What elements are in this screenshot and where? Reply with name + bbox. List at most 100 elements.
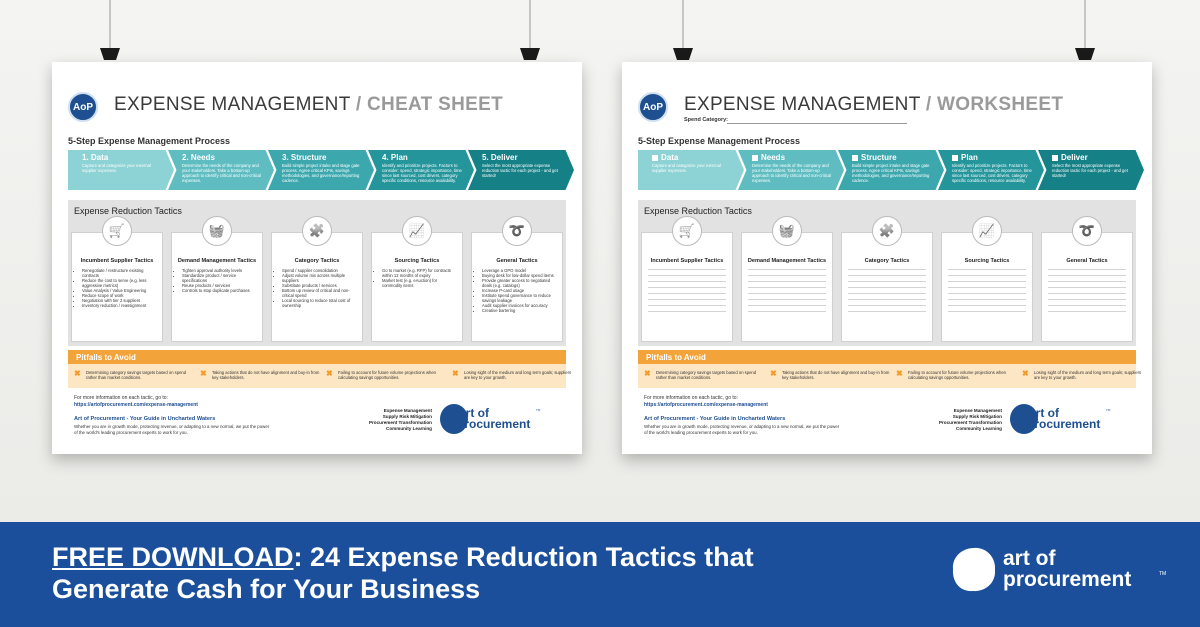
info-url: https://artofprocurement.com/expense-man…	[74, 402, 198, 408]
title: EXPENSE MANAGEMENT	[684, 94, 921, 115]
write-line	[948, 275, 1026, 276]
pitfall-icon: ✖	[326, 369, 333, 378]
title: EXPENSE MANAGEMENT	[114, 94, 351, 115]
write-line	[848, 269, 926, 270]
write-line	[1048, 293, 1126, 294]
step-text: Select the most appropriate expense redu…	[482, 163, 558, 178]
step-name: Data	[652, 153, 734, 163]
tactic-bullet: Tighten approval authority levels	[182, 268, 258, 273]
pitfall: ✖ Failing to account for future volume pr…	[894, 370, 1020, 381]
step-name: 3. Structure	[282, 153, 327, 162]
footer-logo-text: art of procurement	[457, 406, 530, 430]
tactic-list: Spend / supplier consolidationAdjust vol…	[276, 268, 358, 308]
process-step: Structure Build simple project intake and…	[838, 150, 944, 190]
write-line	[1048, 281, 1126, 282]
write-line	[648, 287, 726, 288]
write-line	[648, 305, 726, 306]
pitfall-text: Failing to account for future volume pro…	[338, 370, 436, 380]
process-step: 5. Deliver Select the most appropriate ex…	[468, 150, 574, 190]
service: Supply Risk Mitigation	[952, 414, 1002, 419]
checkbox	[952, 154, 958, 161]
tactic-card: Incumbent Supplier Tactics	[641, 232, 733, 342]
write-line	[1048, 275, 1126, 276]
tactic-bullet: Buying desk for low-dollar spend items	[482, 273, 558, 278]
service: Expense Management	[383, 408, 432, 413]
write-line	[848, 293, 926, 294]
footer-logo-mark	[440, 404, 468, 434]
spend-label: Spend Category:	[684, 117, 729, 123]
process-step: 2. Needs Determine the needs of the compa…	[168, 150, 274, 190]
tactic-bullet: Creative bartering	[482, 308, 558, 313]
step-text: Determine the needs of the company and y…	[182, 163, 262, 183]
tactic-card: Category Tactics Spend / supplier consoli…	[271, 232, 363, 342]
step-name-text: Structure	[861, 153, 897, 162]
spend-line	[727, 123, 907, 124]
pitfalls-bar: Pitfalls to Avoid	[68, 350, 566, 365]
services: Expense Management Supply Risk Mitigation…	[892, 408, 1002, 432]
tactic-bullet: Reduce scope of work	[82, 293, 158, 298]
write-line	[748, 299, 826, 300]
tactic-icon: 🧺	[772, 216, 802, 246]
pitfall-text: Losing sight of the medium and long term…	[1034, 370, 1142, 380]
write-line	[648, 293, 726, 294]
write-line	[848, 287, 926, 288]
tactic-bullet: Leverage a GPO model	[482, 268, 558, 273]
pitfall-text: Losing sight of the medium and long term…	[464, 370, 572, 380]
step-name-text: Plan	[961, 153, 978, 162]
tactic-bullet: Audit supplier invoices for accuracy	[482, 303, 558, 308]
tactic-icon: 📈	[402, 216, 432, 246]
write-line	[648, 311, 726, 312]
pitfall: ✖ Failing to account for future volume pr…	[324, 369, 450, 381]
write-line	[1048, 299, 1126, 300]
pitfall-icon: ✖	[452, 369, 459, 378]
checkbox	[1052, 154, 1058, 161]
footer-logo-mark	[1010, 404, 1038, 434]
process-step: 1. Data Capture and categorize your exter…	[68, 150, 174, 190]
footer-logo-tm: TM	[536, 408, 541, 412]
pitfalls-bar: Pitfalls to Avoid	[638, 350, 1136, 365]
footer-logo-line1: art of	[459, 406, 489, 420]
poster-title: EXPENSE MANAGEMENT / WORKSHEET	[684, 94, 1063, 116]
tactic-name: Incumbent Supplier Tactics	[650, 258, 724, 264]
tactic-icon: ➰	[502, 216, 532, 246]
write-line	[648, 281, 726, 282]
banner	[0, 522, 1200, 627]
tactic-icon: ➰	[1072, 216, 1102, 246]
poster: AoP EXPENSE MANAGEMENT / WORKSHEET Spend C…	[622, 62, 1152, 454]
service: Procurement Transformation	[368, 420, 432, 425]
pitfall-text: Determining category savings targets bas…	[86, 370, 187, 380]
tactic-bullet: Controls to stop duplicate purchases	[182, 288, 258, 293]
write-line	[1048, 287, 1126, 288]
checkbox	[752, 154, 758, 161]
logo-mark: AoP	[68, 92, 98, 122]
service: Expense Management	[953, 408, 1002, 413]
write-line	[848, 305, 926, 306]
write-line	[648, 269, 726, 270]
tactic-bullet: Institute spend governance to reduce sav…	[482, 293, 558, 303]
tactic-list: Renegotiate / restructure existing contr…	[76, 268, 158, 308]
pitfall: ✖ Losing sight of the medium and long ter…	[450, 369, 576, 381]
banner-text: FREE DOWNLOAD: 24 Expense Reduction Tact…	[52, 541, 822, 605]
brand-text: art of procurement	[1003, 548, 1131, 590]
tactic-name: General Tactics	[1066, 258, 1108, 264]
brand-tm: TM	[1159, 571, 1167, 577]
write-line	[748, 281, 826, 282]
logo-mark: AoP	[638, 92, 668, 122]
footer-body: Whether you are in growth mode, protecti…	[644, 424, 840, 435]
write-line	[748, 305, 826, 306]
write-line	[848, 281, 926, 282]
footer-logo-line1: art of	[1029, 406, 1059, 420]
tactic-list: Go to market (e.g. RFP) for contracts wi…	[376, 268, 458, 288]
tactic-bullet: Negotiation with tier 2 suppliers	[82, 298, 158, 303]
poster-title: EXPENSE MANAGEMENT / CHEAT SHEET	[114, 94, 503, 116]
write-line	[948, 311, 1026, 312]
write-line	[948, 305, 1026, 306]
pitfall: ✖ Losing sight of the medium and long ter…	[1020, 370, 1146, 381]
checkbox	[652, 154, 658, 161]
tactic-icon: 🧩	[302, 216, 332, 246]
tactics-title: Expense Reduction Tactics	[644, 206, 752, 216]
process-step: 4. Plan Identify and prioritize projects.…	[368, 150, 474, 190]
tactic-bullet: Market test (e.g. eAuction) for commodit…	[382, 278, 458, 288]
process-step: Data Capture and categorize your external…	[638, 150, 744, 190]
tactic-card: Demand Management Tactics	[741, 232, 833, 342]
